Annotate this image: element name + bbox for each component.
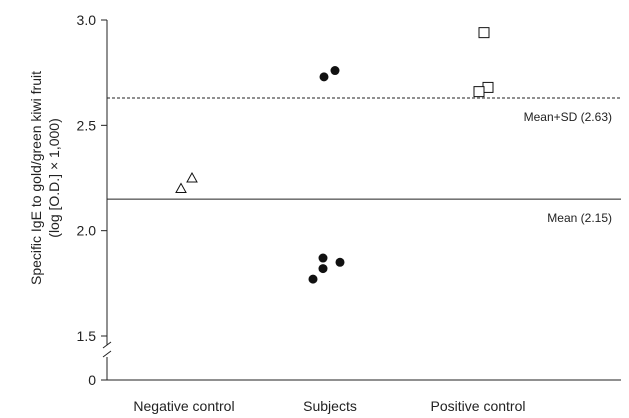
- y-axis-label: Specific IgE to gold/green kiwi fruit (lo…: [28, 71, 62, 285]
- x-category-label: Negative control: [133, 398, 234, 414]
- y-tick-label: 0: [88, 372, 96, 388]
- subject-point: [318, 253, 328, 263]
- y-axis-label-line: (log [O.D.] × 1,000): [46, 118, 62, 237]
- y-tick-label: 1.5: [77, 328, 97, 344]
- axis-break-mark-lower: [102, 350, 112, 358]
- reference-line-label: Mean (2.15): [547, 211, 612, 225]
- subject-point: [308, 274, 318, 284]
- subject-point: [319, 72, 329, 82]
- positive-control-point: [473, 86, 485, 98]
- axis-break-mark-upper: [102, 341, 112, 349]
- subject-point: [335, 257, 345, 267]
- y-axis: [102, 20, 112, 380]
- positive-control-point: [478, 27, 490, 39]
- y-ticks: 3.0 2.5 2.0 1.5 0: [77, 12, 107, 388]
- x-category-label: Subjects: [303, 398, 357, 414]
- category-labels: Negative control Subjects Positive control: [133, 398, 525, 414]
- y-tick-label: 3.0: [77, 12, 97, 28]
- subject-point: [330, 66, 340, 76]
- y-axis-label-line: Specific IgE to gold/green kiwi fruit: [28, 71, 44, 285]
- negative-control-point: [186, 171, 198, 183]
- y-tick-label: 2.0: [77, 223, 97, 239]
- negative-control-point: [175, 182, 187, 194]
- reference-line-label: Mean+SD (2.63): [524, 110, 612, 124]
- y-tick-label: 2.5: [77, 117, 97, 133]
- x-category-label: Positive control: [431, 398, 526, 414]
- reference-lines: Mean+SD (2.63) Mean (2.15): [107, 97, 621, 225]
- data-points: [175, 27, 494, 284]
- subject-point: [318, 264, 328, 274]
